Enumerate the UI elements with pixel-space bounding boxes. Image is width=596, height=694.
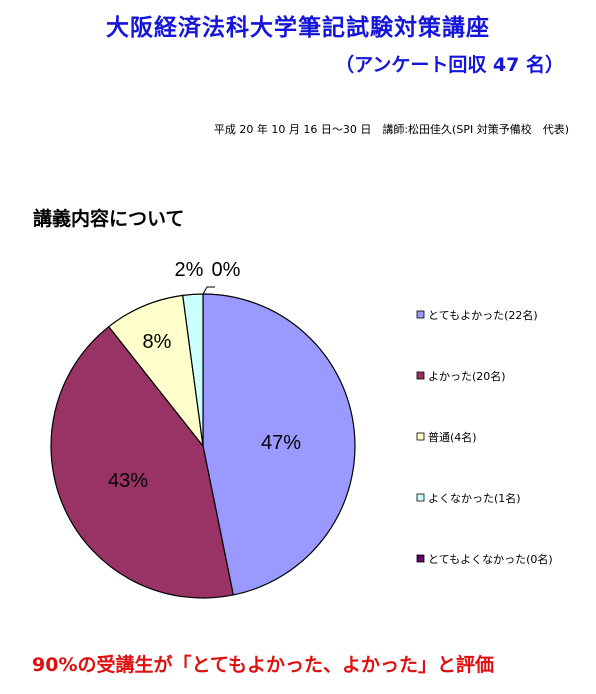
pie-percent-label-0: 47%	[261, 432, 301, 454]
page-title: 大阪経済法科大学筆記試験対策講座	[106, 15, 490, 41]
legend-label-1: よかった(20名)	[428, 369, 506, 383]
pie-slice-1	[50, 325, 234, 599]
pie-percent-label-1: 43%	[108, 470, 148, 492]
pie-percent-label-2: 8%	[143, 331, 172, 353]
legend-swatch-2	[416, 432, 425, 441]
pie-percent-label-3: 2%	[175, 259, 204, 281]
legend-label-3: よくなかった(1名)	[428, 491, 521, 505]
legend-swatch-0	[416, 310, 425, 319]
zero-slice-leader-line	[202, 286, 215, 295]
legend-swatch-4	[416, 554, 425, 563]
legend-label-0: とてもよかった(22名)	[428, 308, 538, 322]
pie-slice-3	[182, 293, 204, 447]
evaluation-summary: 90%の受講生が「とてもよかった、よかった」と評価	[32, 654, 494, 676]
lecture-meta: 平成 20 年 10 月 16 日～30 日 講師:松田佳久(SPI 対策予備校…	[213, 123, 569, 136]
legend-swatch-1	[416, 371, 425, 380]
pie-percent-label-4: 0%	[212, 259, 241, 281]
section-title: 講義内容について	[33, 208, 185, 230]
legend-label-2: 普通(4名)	[428, 430, 477, 444]
legend-swatch-3	[416, 493, 425, 502]
pie-slice-0	[202, 293, 356, 596]
legend-label-4: とてもよくなかった(0名)	[428, 552, 553, 566]
page-subtitle: （アンケート回収 47 名）	[335, 54, 564, 76]
